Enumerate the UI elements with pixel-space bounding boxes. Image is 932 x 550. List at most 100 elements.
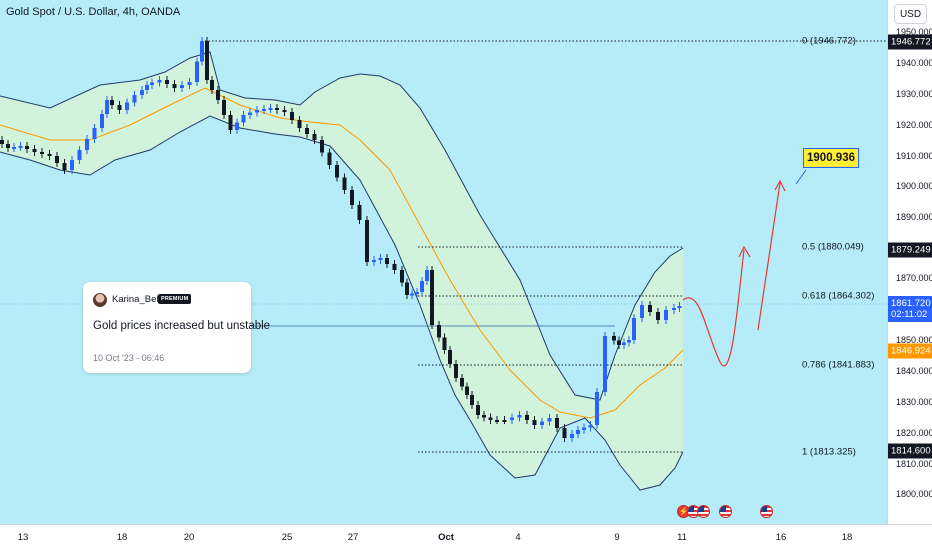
candle-body	[617, 340, 621, 345]
candle-body	[335, 165, 339, 178]
projection-arrowhead	[774, 179, 786, 192]
candle-body	[248, 112, 252, 115]
candle-body	[255, 110, 259, 113]
candle-body	[297, 120, 302, 128]
candle-body	[410, 293, 414, 296]
chart-canvas[interactable]	[0, 0, 887, 524]
candle-body	[392, 264, 397, 270]
premium-badge: PREMIUM	[158, 294, 192, 304]
price-tick: 1830.000	[896, 397, 932, 407]
us-flag-icon[interactable]	[697, 505, 710, 518]
candle-body	[165, 80, 169, 84]
candle-body	[476, 405, 480, 415]
candle-body	[85, 139, 89, 150]
price-tick: 1920.000	[896, 120, 932, 130]
candle-body	[502, 420, 507, 422]
price-tick: 1900.000	[896, 181, 932, 191]
candle-body	[664, 310, 668, 320]
idea-headline[interactable]: Gold prices increased but unstable	[93, 320, 271, 332]
currency-button[interactable]: USD	[894, 4, 927, 24]
candle-body	[385, 258, 389, 264]
candle-body	[612, 336, 616, 341]
author-name[interactable]: Karina_Bella	[112, 294, 166, 305]
candle-body	[140, 90, 144, 95]
candle-body	[110, 100, 114, 105]
price-tick: 1820.000	[896, 428, 932, 438]
candle-body	[180, 85, 184, 88]
candle-body	[70, 160, 74, 170]
candle-body	[275, 108, 279, 110]
candle-body	[228, 115, 233, 130]
candle-body	[132, 95, 137, 103]
candle-body	[448, 350, 452, 364]
fib-05-price-badge: 1879.249	[888, 242, 932, 258]
candle-body	[555, 418, 559, 428]
symbol-title: Gold Spot / U.S. Dollar, 4h, OANDA	[6, 6, 181, 18]
callout-pointer	[795, 169, 807, 185]
chart-area[interactable]: Gold Spot / U.S. Dollar, 4h, OANDA 0 (19…	[0, 0, 887, 524]
price-axis[interactable]: USD 1950.000 1940.000 1930.000 1920.000 …	[887, 0, 932, 524]
candle-body	[342, 177, 347, 190]
candle-body	[32, 149, 37, 152]
candle-body	[576, 430, 580, 434]
candle-body	[216, 90, 220, 100]
time-tick: 18	[841, 532, 853, 543]
candle-body	[157, 80, 162, 83]
candle-body	[150, 82, 154, 85]
candle-body	[290, 112, 294, 120]
bollinger-lower-line	[0, 115, 684, 491]
candle-body	[125, 102, 129, 110]
time-tick: 27	[347, 532, 359, 543]
candle-body	[378, 258, 383, 260]
candle-body	[540, 421, 544, 425]
time-tick: 9	[614, 532, 620, 543]
time-axis[interactable]: 13 18 20 25 27 Oct 4 9 11 16 18	[0, 524, 932, 550]
candle-body	[547, 418, 552, 422]
time-tick: 4	[515, 532, 521, 543]
candle-body	[222, 100, 226, 115]
us-flag-icon[interactable]	[687, 505, 700, 518]
projection-arrowhead	[738, 245, 751, 258]
candle-body	[100, 114, 104, 128]
time-tick: 18	[116, 532, 128, 543]
candle-body	[430, 270, 434, 325]
fib-level-0618-label: 0.618 (1864.302)	[802, 290, 875, 302]
current-price-badge: 1861.720 02:11:02	[888, 296, 932, 322]
author-avatar[interactable]	[93, 293, 107, 307]
idea-date: 10 Oct '23 - 06:46	[93, 353, 165, 363]
projection-curve	[682, 249, 745, 367]
us-flag-icon[interactable]	[760, 505, 773, 518]
us-flag-icon[interactable]	[719, 505, 732, 518]
candle-body	[145, 85, 149, 90]
fib-low-price-badge: 1814.600	[888, 443, 932, 459]
price-tick: 1940.000	[896, 58, 932, 68]
candle-body	[262, 109, 266, 111]
candle-body	[603, 336, 607, 392]
candle-body	[588, 425, 593, 428]
fib-level-0-label: 0 (1946.772)	[802, 35, 856, 47]
projection-arrow-line	[757, 182, 781, 331]
candle-body	[372, 260, 376, 262]
candle-body	[320, 140, 324, 153]
candle-body	[495, 420, 499, 422]
candle-body	[562, 428, 567, 438]
candle-body	[425, 270, 429, 281]
time-tick: 13	[17, 532, 29, 543]
bollinger-upper-line	[0, 51, 684, 401]
candle-body	[62, 163, 67, 170]
candle-body	[622, 342, 626, 345]
price-tick: 1910.000	[896, 151, 932, 161]
price-tick: 1870.000	[896, 273, 932, 283]
fib-level-0786-label: 0.786 (1841.883)	[802, 359, 875, 371]
candle-body	[200, 41, 204, 62]
candle-body	[488, 417, 493, 420]
bollinger-band-fill	[0, 52, 683, 490]
price-tick: 1810.000	[896, 459, 932, 469]
candle-body	[405, 282, 409, 295]
idea-card[interactable]: Karina_Bella PREMIUM Gold prices increas…	[83, 282, 270, 373]
candle-body	[55, 156, 59, 163]
time-tick: Oct	[438, 532, 454, 543]
candle-body	[117, 105, 122, 110]
target-price-label[interactable]: 1900.936	[803, 148, 859, 168]
